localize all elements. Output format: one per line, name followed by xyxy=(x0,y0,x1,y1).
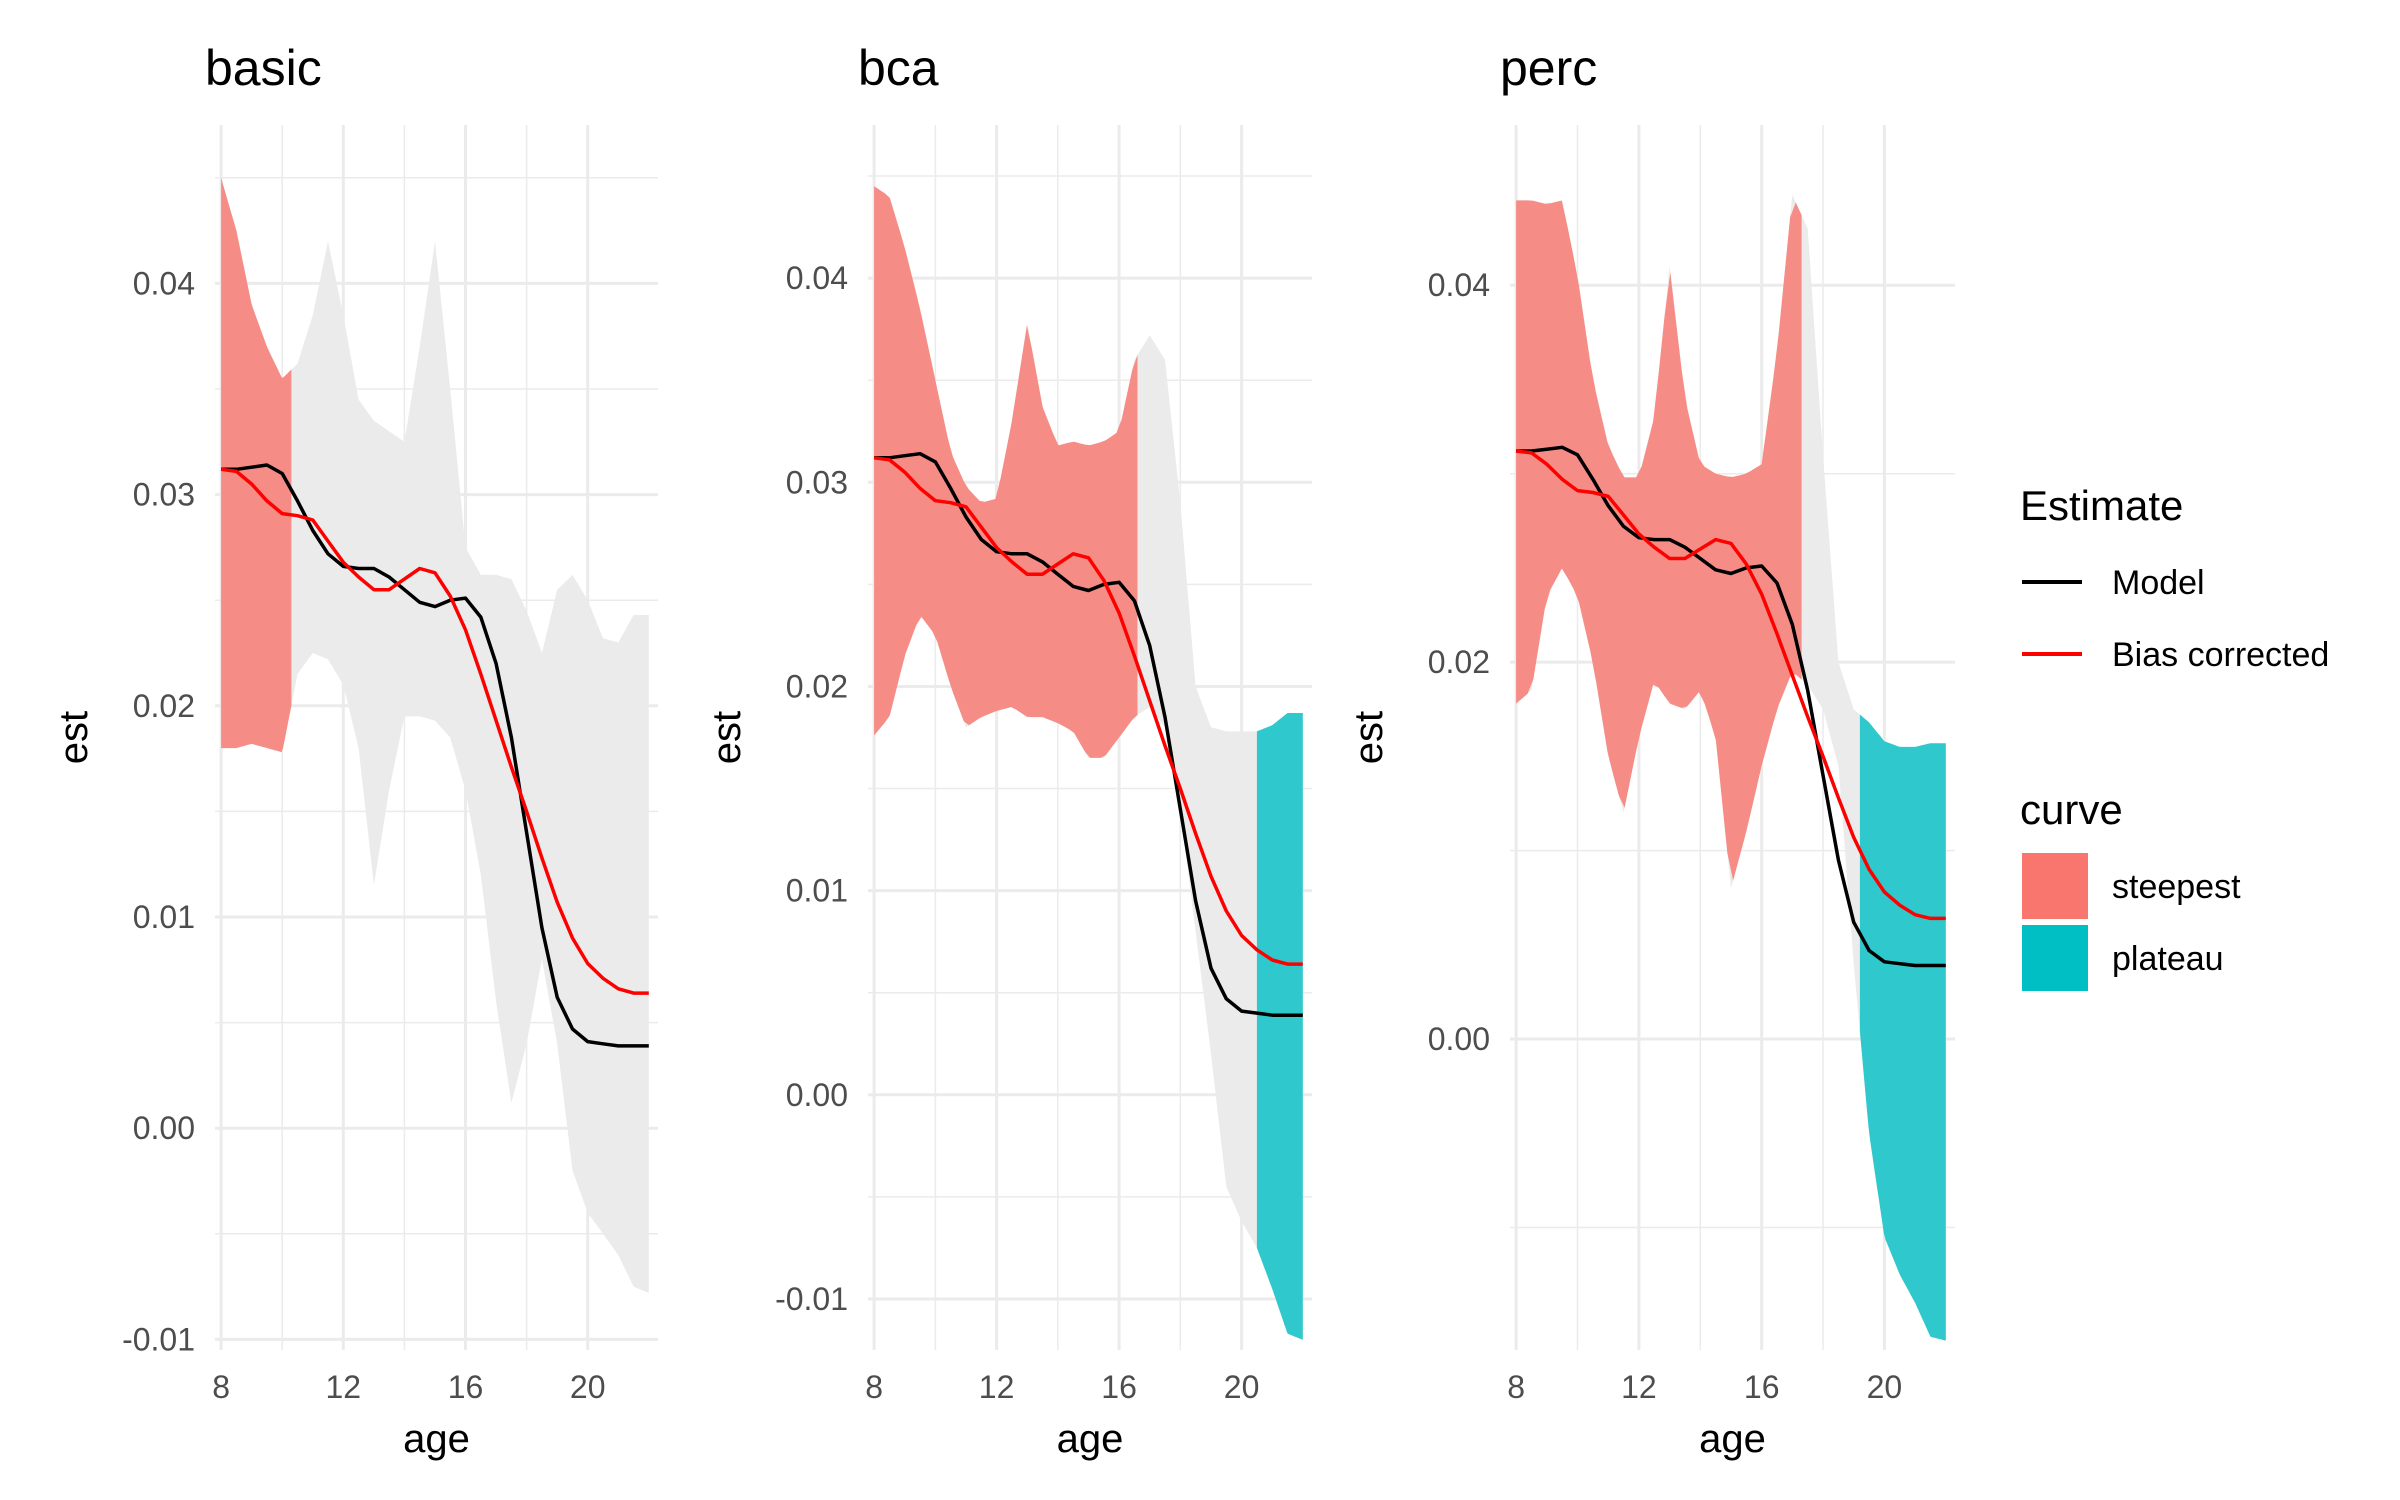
y-tick-label: 0.04 xyxy=(133,265,195,301)
y-tick-label: 0.02 xyxy=(1428,644,1490,680)
y-tick-label: 0.01 xyxy=(786,873,848,909)
y-tick-label: 0.01 xyxy=(133,899,195,935)
x-axis-title: age xyxy=(1057,1417,1124,1461)
bias-corrected-line xyxy=(1515,449,1946,921)
y-tick-label: 0.03 xyxy=(133,477,195,513)
plateau-region xyxy=(1859,714,1946,1341)
y-tick-label: 0.04 xyxy=(1428,267,1490,303)
x-tick-label: 16 xyxy=(1101,1369,1137,1405)
x-tick-label: 12 xyxy=(979,1369,1015,1405)
legend-label-bias-corrected: Bias corrected xyxy=(2112,636,2329,674)
plateau-region xyxy=(1256,713,1303,1340)
legend-label-model: Model xyxy=(2112,564,2205,602)
panel-bca: 8 12 16 20 -0.01 0.00 0.01 0.02 0.03 0.04 bca age es… xyxy=(705,40,1312,1461)
x-tick-label: 12 xyxy=(1621,1369,1657,1405)
y-tick-label: 0.02 xyxy=(133,688,195,724)
model-line xyxy=(221,463,649,1048)
x-axis-title: age xyxy=(403,1417,470,1461)
legend-label-plateau: plateau xyxy=(2112,940,2224,978)
legend-label-steepest: steepest xyxy=(2112,868,2241,906)
y-tick-label: 0.00 xyxy=(1428,1021,1490,1057)
model-line xyxy=(1516,445,1946,968)
y-axis-title: est xyxy=(1347,711,1391,764)
x-tick-label: 20 xyxy=(1224,1369,1260,1405)
x-axis-title: age xyxy=(1699,1417,1766,1461)
y-axis-title: est xyxy=(52,711,96,764)
y-axis-title: est xyxy=(705,711,749,764)
bias-corrected-line xyxy=(220,467,649,995)
panel-perc: 8 12 16 20 0.00 0.02 0.04 perc age est xyxy=(1347,40,1955,1461)
legend: Estimate Model Bias corrected curve stee… xyxy=(2020,482,2329,991)
y-tick-label: -0.01 xyxy=(775,1281,848,1317)
legend-key-plateau xyxy=(2022,925,2088,991)
model-line xyxy=(874,451,1303,1017)
x-tick-label: 16 xyxy=(1744,1369,1780,1405)
y-tick-label: 0.00 xyxy=(133,1110,195,1146)
x-tick-label: 8 xyxy=(865,1369,883,1405)
legend-title-curve: curve xyxy=(2020,786,2123,833)
x-tick-label: 20 xyxy=(1867,1369,1903,1405)
bias-corrected-line xyxy=(873,456,1303,966)
y-tick-label: -0.01 xyxy=(122,1321,195,1357)
x-tick-label: 12 xyxy=(326,1369,362,1405)
legend-title-estimate: Estimate xyxy=(2020,482,2183,529)
y-tick-label: 0.03 xyxy=(786,464,848,500)
y-tick-label: 0.04 xyxy=(786,260,848,296)
panel-basic: 8 12 16 20 -0.01 0.00 0.01 0.02 0.03 0.04 basic age… xyxy=(52,40,658,1461)
confidence-band xyxy=(221,177,649,1293)
legend-key-steepest xyxy=(2022,853,2088,919)
panel-title-basic: basic xyxy=(205,40,322,96)
y-tick-label: 0.02 xyxy=(786,669,848,705)
y-tick-label: 0.00 xyxy=(786,1077,848,1113)
x-tick-label: 20 xyxy=(570,1369,606,1405)
x-tick-label: 16 xyxy=(448,1369,484,1405)
panel-title-bca: bca xyxy=(858,40,939,96)
x-tick-label: 8 xyxy=(212,1369,230,1405)
panel-title-perc: perc xyxy=(1500,40,1597,96)
steepest-region xyxy=(874,186,1138,758)
chart-panels: 8 12 16 20 -0.01 0.00 0.01 0.02 0.03 0.04 basic age… xyxy=(52,40,1955,1461)
x-tick-label: 8 xyxy=(1507,1369,1525,1405)
